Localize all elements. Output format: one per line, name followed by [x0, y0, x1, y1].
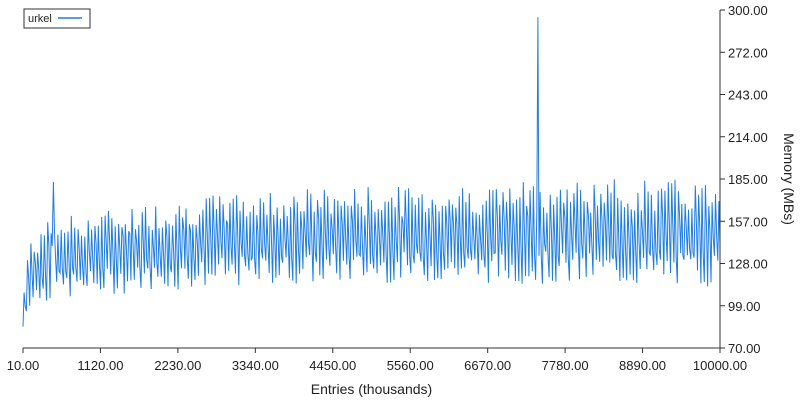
legend-box — [23, 8, 91, 29]
y-tick-label: 185.00 — [728, 172, 768, 187]
y-tick-label: 214.00 — [728, 130, 768, 145]
y-tick-label: 128.00 — [728, 257, 768, 272]
y-tick-label: 99.00 — [728, 299, 761, 314]
y-tick-label: 70.00 — [728, 341, 761, 356]
x-tick-label: 1120.00 — [77, 358, 123, 373]
series-line-urkel — [22, 17, 721, 327]
x-tick-label: 3340.00 — [232, 358, 279, 373]
x-axis-title: Entries (thousands) — [311, 381, 432, 397]
y-tick-label: 300.00 — [728, 3, 768, 18]
legend-label-urkel: urkel — [28, 13, 52, 25]
x-tick-label: 10000.00 — [693, 358, 747, 373]
plot-area — [22, 17, 721, 327]
x-tick-label: 5560.00 — [387, 358, 434, 373]
y-axis: 70.00 99.00 128.00 157.00 185.00 214.00 243.00… — [719, 3, 797, 356]
y-tick-label: 157.00 — [728, 214, 768, 229]
x-tick-label: 4450.00 — [309, 358, 356, 373]
x-tick-label: 8890.00 — [619, 358, 666, 373]
x-tick-label: 6670.00 — [464, 358, 511, 373]
x-tick-label: 2230.00 — [154, 358, 201, 373]
x-axis: 10.00 1120.00 2230.00 3340.00 4450.00 5560.00… — [7, 347, 747, 397]
legend: urkel — [23, 8, 91, 29]
y-axis-title: Memory (MBs) — [781, 133, 797, 225]
y-tick-label: 272.00 — [728, 45, 768, 60]
x-tick-label: 10.00 — [7, 358, 40, 373]
y-tick-label: 243.00 — [728, 88, 768, 103]
x-tick-label: 7780.00 — [542, 358, 589, 373]
